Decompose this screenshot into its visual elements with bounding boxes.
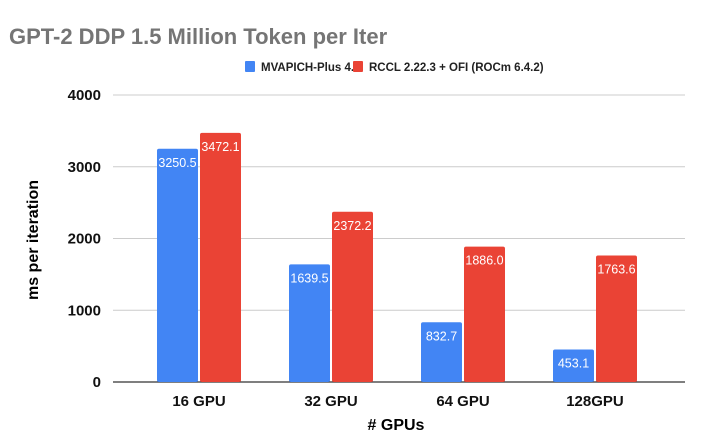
legend-swatch	[353, 61, 363, 72]
legend-label: MVAPICH-Plus 4.1	[261, 62, 361, 74]
bar	[464, 246, 505, 382]
chart-title: GPT-2 DDP 1.5 Million Token per Iter	[9, 24, 388, 49]
data-label: 1886.0	[465, 254, 503, 268]
data-label: 1763.6	[597, 262, 635, 276]
x-tick-label: 64 GPU	[436, 393, 489, 410]
legend-label: RCCL 2.22.3 + OFI (ROCm 6.4.2)	[369, 62, 544, 74]
data-label: 2372.2	[333, 219, 371, 233]
bar	[332, 211, 373, 382]
y-tick-label: 3000	[68, 159, 101, 176]
legend: MVAPICH-Plus 4.1 RCCL 2.22.3 + OFI (ROCm …	[245, 61, 544, 74]
data-label: 1639.5	[290, 271, 328, 285]
bar	[200, 132, 241, 382]
legend-swatch	[245, 61, 255, 72]
data-label: 832.7	[426, 329, 457, 343]
x-tick-labels: 16 GPU 32 GPU 64 GPU 128GPU	[172, 393, 623, 410]
bar	[289, 264, 330, 382]
y-tick-label: 2000	[68, 231, 101, 248]
data-label: 3472.1	[201, 140, 239, 154]
data-label: 3250.5	[158, 156, 196, 170]
y-axis-title: ms per iteration	[25, 180, 42, 300]
bar	[553, 349, 594, 382]
x-tick-label: 16 GPU	[172, 393, 225, 410]
bar	[157, 148, 198, 382]
bar	[421, 322, 462, 382]
bars: 3250.5 3472.1 1639.5 2372.2 832.7 1886.0 453.1…	[157, 132, 637, 382]
bar	[596, 255, 637, 382]
y-tick-label: 0	[93, 374, 101, 391]
x-axis-title: # GPUs	[368, 417, 425, 434]
data-label: 453.1	[558, 356, 589, 370]
x-tick-label: 32 GPU	[304, 393, 357, 410]
x-tick-label: 128GPU	[566, 393, 624, 410]
y-tick-label: 1000	[68, 302, 101, 319]
y-tick-label: 4000	[68, 87, 101, 104]
